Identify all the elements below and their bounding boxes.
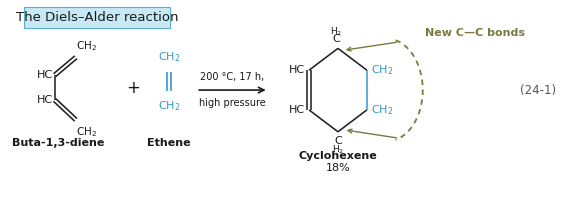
Text: CH$_2$: CH$_2$: [158, 50, 181, 64]
Text: C: C: [332, 34, 340, 44]
Text: 200 °C, 17 h,: 200 °C, 17 h,: [200, 72, 264, 82]
Text: CH$_2$: CH$_2$: [158, 99, 181, 113]
Text: CH$_2$: CH$_2$: [76, 40, 97, 53]
Text: +: +: [127, 79, 141, 97]
Text: CH$_2$: CH$_2$: [371, 103, 393, 117]
Text: CH$_2$: CH$_2$: [371, 63, 393, 77]
Text: H$_2$: H$_2$: [332, 144, 344, 156]
Text: HC: HC: [289, 65, 305, 75]
Text: New C—C bonds: New C—C bonds: [425, 29, 525, 38]
Text: C: C: [334, 136, 342, 146]
Text: The Diels–Alder reaction: The Diels–Alder reaction: [16, 11, 178, 24]
FancyBboxPatch shape: [24, 7, 170, 29]
Text: (24-1): (24-1): [520, 84, 556, 97]
Text: Buta-1,3-diene: Buta-1,3-diene: [12, 138, 105, 148]
Text: HC: HC: [37, 95, 53, 105]
Text: Cyclohexene: Cyclohexene: [299, 151, 377, 161]
Text: Ethene: Ethene: [148, 138, 191, 148]
Text: HC: HC: [289, 105, 305, 115]
Text: HC: HC: [37, 70, 53, 80]
Text: H$_2$: H$_2$: [330, 26, 342, 38]
Text: 18%: 18%: [325, 163, 350, 172]
Text: high pressure: high pressure: [199, 98, 265, 108]
Text: CH$_2$: CH$_2$: [76, 125, 97, 139]
